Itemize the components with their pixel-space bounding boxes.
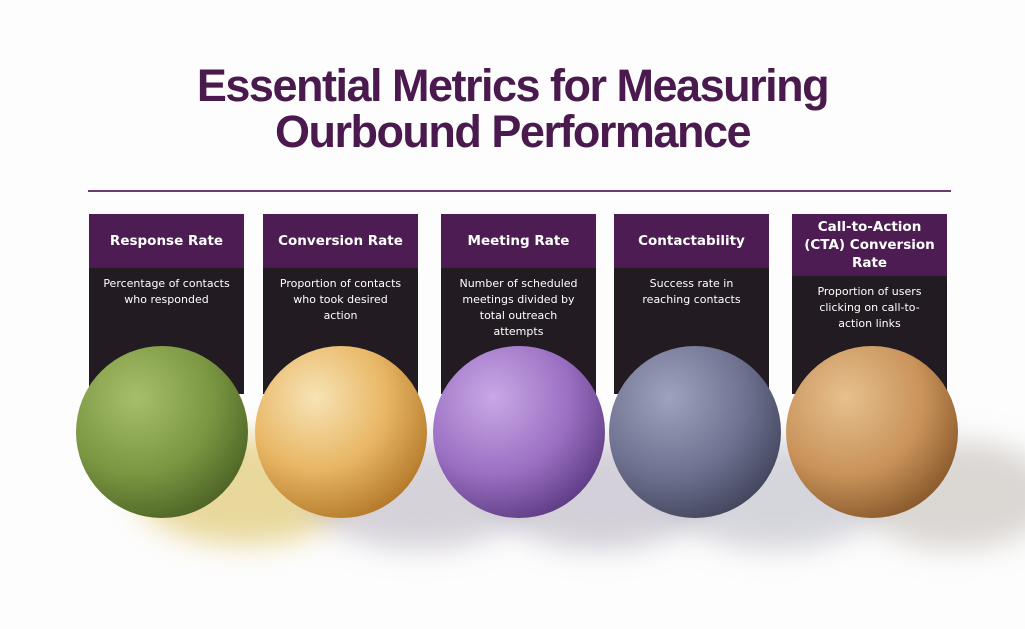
title-line: Essential Metrics for Measuring (196, 60, 830, 111)
sphere (255, 346, 427, 518)
card-title: Meeting Rate (441, 214, 596, 268)
metric-card: Response Rate Percentage of contacts who… (89, 214, 244, 394)
card-description: Proportion of users clicking on call-to-… (817, 285, 922, 330)
card-title: Conversion Rate (263, 214, 418, 268)
title-line: Ourbound Performance (274, 106, 752, 157)
divider (88, 190, 951, 192)
card-description: Success rate in reaching contacts (642, 277, 741, 306)
card-description: Percentage of contacts who responded (103, 277, 230, 306)
sphere (76, 346, 248, 518)
card-title: Contactability (614, 214, 769, 268)
card-description: Number of scheduled meetings divided by … (459, 277, 578, 338)
metric-card: Contactability Success rate in reaching … (614, 214, 769, 394)
card-description: Proportion of contacts who took desired … (279, 277, 402, 322)
sphere (433, 346, 605, 518)
card-title: Response Rate (89, 214, 244, 268)
sphere (609, 346, 781, 518)
card-title: Call-to-Action (CTA) Conversion Rate (792, 214, 947, 276)
sphere (786, 346, 958, 518)
